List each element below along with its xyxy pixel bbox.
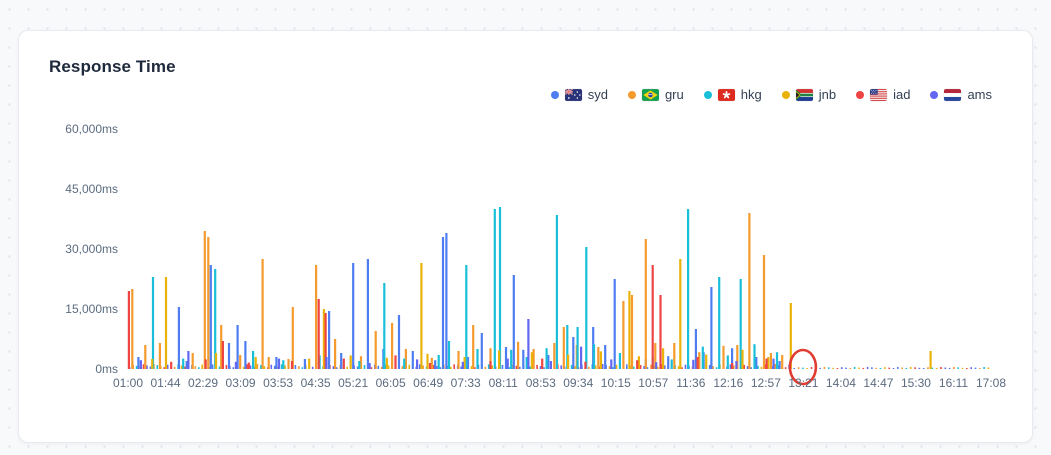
x-tick-label: 03:53 — [263, 376, 294, 390]
legend-dot — [627, 90, 636, 99]
y-tick-label: 0ms — [95, 362, 118, 376]
x-tick-label: 06:05 — [375, 376, 406, 390]
card-title: Response Time — [49, 57, 176, 76]
x-tick-label: 01:00 — [112, 376, 144, 390]
legend-item-gru[interactable]: gru — [627, 87, 684, 102]
x-tick-label: 10:15 — [600, 376, 631, 390]
x-tick-label: 12:57 — [750, 376, 781, 390]
series-iad — [127, 265, 768, 369]
legend-label: iad — [893, 87, 911, 102]
response-time-plot — [127, 207, 990, 386]
legend-item-syd[interactable]: syd — [550, 87, 608, 102]
x-tick-label: 05:21 — [338, 376, 369, 390]
flag-br-icon — [641, 88, 659, 101]
x-tick-label: 06:49 — [413, 376, 444, 390]
series-ams — [139, 319, 775, 369]
y-tick-label: 45,000ms — [65, 182, 118, 196]
x-tick-label: 03:09 — [225, 376, 256, 390]
legend-label: ams — [967, 87, 992, 102]
series-syd — [137, 233, 781, 369]
flag-us-icon — [870, 88, 888, 101]
response-time-card: Response Time syd gru hkg jnb iad ams 60,000m… — [18, 30, 1033, 443]
legend-label: gru — [664, 87, 684, 102]
x-tick-label: 02:29 — [188, 376, 219, 390]
legend-item-ams[interactable]: ams — [930, 87, 992, 102]
x-tick-label: 11:36 — [676, 376, 706, 390]
x-tick-label: 04:35 — [300, 376, 331, 390]
chart-legend: syd gru hkg jnb iad ams — [550, 87, 992, 102]
legend-item-hkg[interactable]: hkg — [703, 87, 762, 102]
x-tick-label: 10:57 — [638, 376, 669, 390]
series-jnb — [151, 259, 932, 369]
legend-label: syd — [587, 87, 608, 102]
y-tick-label: 60,000ms — [65, 122, 118, 136]
x-tick-label: 15:30 — [900, 376, 931, 390]
legend-label: hkg — [740, 87, 762, 102]
series-hkg — [151, 207, 779, 369]
legend-dot — [781, 90, 790, 99]
legend-label: jnb — [818, 87, 837, 102]
x-tick-label: 12:16 — [713, 376, 744, 390]
x-tick-label: 13:21 — [788, 376, 819, 390]
chart-area: 60,000ms 45,000ms 30,000ms 15,000ms 0ms 01:0… — [19, 122, 1032, 429]
flag-nl-icon — [944, 88, 962, 101]
legend-dot — [930, 90, 939, 99]
x-tick-label: 14:04 — [825, 376, 856, 390]
legend-item-iad[interactable]: iad — [856, 87, 910, 102]
legend-dot — [856, 90, 865, 99]
x-axis: 01:00 01:44 02:29 03:09 03:53 04:35 05:21 06:05… — [113, 376, 1006, 394]
legend-item-jnb[interactable]: jnb — [781, 87, 837, 102]
y-tick-label: 30,000ms — [65, 242, 118, 256]
legend-dot — [703, 90, 712, 99]
flag-au-icon — [564, 88, 582, 101]
x-tick-label: 16:11 — [938, 376, 969, 390]
series-gru — [131, 213, 784, 369]
x-tick-label: 08:53 — [525, 376, 556, 390]
x-tick-label: 01:44 — [150, 376, 181, 390]
y-tick-label: 15,000ms — [65, 302, 118, 316]
incident-circle-annotation — [788, 348, 818, 386]
x-tick-label: 08:11 — [488, 376, 518, 390]
tail-noise — [793, 366, 990, 369]
x-tick-label: 17:08 — [975, 376, 1007, 390]
flag-za-icon — [795, 88, 813, 101]
x-tick-label: 07:33 — [450, 376, 481, 390]
x-tick-label: 14:47 — [863, 376, 894, 390]
flag-hk-icon — [717, 88, 735, 101]
x-tick-label: 09:34 — [563, 376, 594, 390]
legend-dot — [550, 90, 559, 99]
